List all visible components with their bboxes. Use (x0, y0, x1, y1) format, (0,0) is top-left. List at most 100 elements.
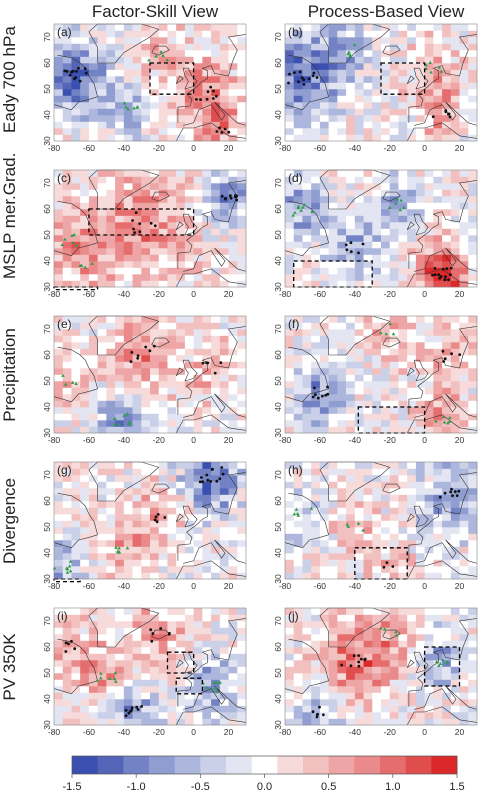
heatmap-cell (176, 666, 186, 674)
heatmap-cell (80, 647, 90, 654)
heatmap-cell (176, 614, 186, 622)
heatmap-cell (106, 56, 116, 64)
heatmap-cell (211, 170, 221, 177)
heatmap-cell (97, 222, 107, 229)
heatmap-cell (211, 566, 221, 573)
heatmap-cell (433, 261, 443, 268)
heatmap-cell (450, 316, 460, 323)
heatmap-cell (293, 183, 303, 190)
heatmap-cell (302, 501, 312, 508)
significance-dot (235, 198, 239, 202)
heatmap-cell (468, 50, 478, 57)
panel-frame (284, 169, 478, 288)
heatmap-cell (381, 374, 391, 382)
heatmap-cell (354, 121, 364, 129)
heatmap-cell (407, 413, 417, 421)
heatmap-cell (354, 50, 364, 57)
heatmap-cell (54, 342, 64, 349)
heatmap-cell (219, 481, 229, 489)
heatmap-cell (123, 647, 133, 654)
heatmap-cell (337, 420, 347, 427)
heatmap-cell (193, 274, 203, 281)
heatmap-cell (115, 50, 125, 57)
heatmap-cell (346, 316, 356, 323)
heatmap-cell (158, 462, 168, 469)
heatmap-cell (398, 95, 408, 103)
heatmap-cell (363, 202, 373, 210)
significance-dot (433, 273, 437, 276)
heatmap-cell (337, 527, 347, 534)
heatmap-cell (285, 666, 295, 674)
heatmap-cell (311, 170, 321, 177)
heatmap-cell (302, 254, 312, 262)
heatmap-cell (71, 699, 81, 706)
heatmap-cell (285, 241, 295, 249)
heatmap-cell (54, 322, 64, 330)
heatmap-cell (459, 170, 469, 177)
panel-frame (284, 23, 478, 142)
heatmap-cell (167, 692, 177, 700)
heatmap-cell (398, 488, 408, 495)
significance-triangle (433, 419, 438, 423)
heatmap-cell (193, 267, 203, 275)
heatmap-cell (346, 718, 356, 726)
heatmap-cell (115, 30, 125, 38)
coastline (175, 414, 247, 434)
heatmap-cell (442, 254, 452, 262)
heatmap-cell (372, 614, 382, 622)
heatmap-cell (372, 640, 382, 648)
heatmap-cell (354, 494, 364, 502)
heatmap-cell (415, 507, 425, 515)
heatmap-cell (158, 209, 168, 216)
heatmap-cell (202, 121, 212, 129)
heatmap-cell (311, 348, 321, 356)
heatmap-cell (228, 176, 238, 184)
heatmap-cell (97, 420, 107, 427)
heatmap-cell (97, 241, 107, 249)
heatmap-cell (450, 400, 460, 408)
heatmap-cell (372, 69, 382, 77)
heatmap-cell (293, 115, 303, 122)
heatmap-cell (389, 488, 399, 495)
heatmap-cell (176, 394, 186, 401)
heatmap-cell (389, 69, 399, 77)
heatmap-cell (389, 553, 399, 560)
heatmap-cell (319, 89, 329, 96)
heatmap-cell (80, 115, 90, 122)
heatmap-cell (302, 634, 312, 641)
heatmap-cell (415, 335, 425, 343)
heatmap-cell (106, 267, 116, 275)
heatmap-cell (123, 394, 133, 401)
heatmap-cell (354, 37, 364, 44)
heatmap-cell (424, 134, 434, 142)
heatmap-cell (106, 108, 116, 116)
heatmap-cell (372, 316, 382, 323)
heatmap-cell (202, 718, 212, 726)
heatmap-cell (167, 95, 177, 103)
significance-dot (441, 349, 445, 353)
heatmap-cell (285, 209, 295, 216)
heatmap-cell (176, 559, 186, 567)
heatmap-cell (184, 572, 194, 580)
heatmap-cell (424, 640, 434, 648)
heatmap-cell (293, 335, 303, 343)
heatmap-cell (115, 387, 125, 395)
heatmap-cell (311, 82, 321, 90)
heatmap-cell (54, 394, 64, 401)
significance-triangle (112, 416, 117, 420)
heatmap-cell (407, 481, 417, 489)
heatmap-cell (433, 335, 443, 343)
heatmap-cell (372, 254, 382, 262)
heatmap-cell (459, 50, 469, 57)
heatmap-cell (337, 335, 347, 343)
heatmap-cell (328, 267, 338, 275)
heatmap-cell (88, 128, 98, 135)
heatmap-cell (88, 196, 98, 203)
heatmap-cell (442, 121, 452, 129)
heatmap-cell (407, 614, 417, 622)
heatmap-cell (158, 634, 168, 641)
heatmap-cell (319, 413, 329, 421)
heatmap-cell (337, 316, 347, 323)
heatmap-cell (354, 348, 364, 356)
heatmap-cell (442, 614, 452, 622)
